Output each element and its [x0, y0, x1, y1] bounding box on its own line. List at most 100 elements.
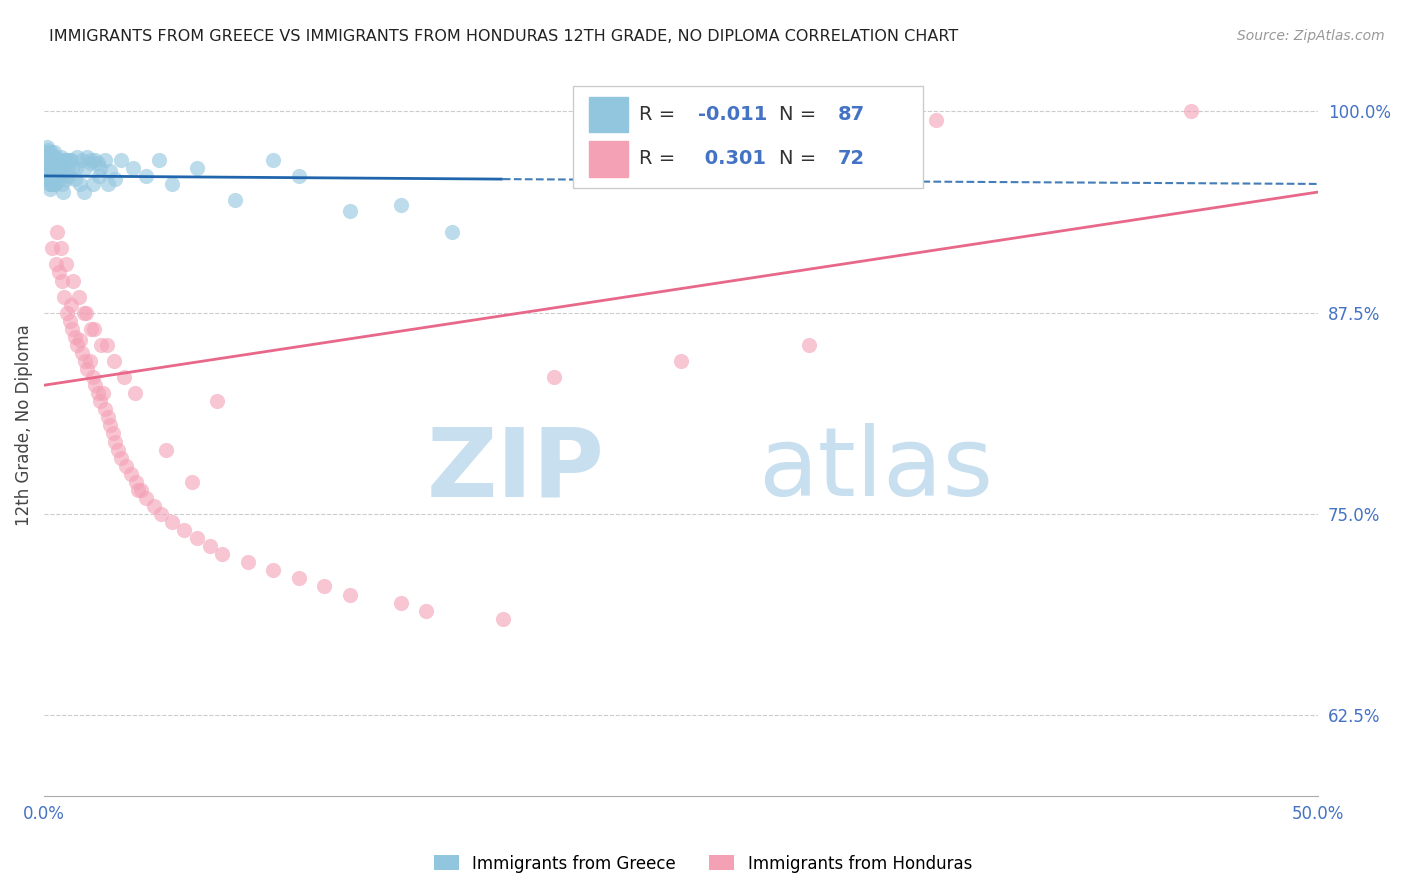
Point	[73, 161, 96, 175]
Point	[55, 257, 77, 271]
Point	[89, 161, 111, 175]
Point	[440, 225, 463, 239]
Point	[236, 555, 259, 569]
Point	[98, 418, 121, 433]
Point	[45, 161, 67, 175]
Text: atlas: atlas	[758, 424, 993, 516]
Point	[49, 150, 72, 164]
Point	[96, 338, 118, 352]
Point	[107, 442, 129, 457]
Point	[66, 338, 89, 352]
Point	[37, 162, 59, 177]
Point	[45, 153, 67, 167]
Point	[52, 185, 75, 199]
Point	[160, 177, 183, 191]
Point	[180, 475, 202, 489]
Point	[207, 394, 229, 409]
Point	[69, 333, 91, 347]
Text: ZIP: ZIP	[427, 424, 605, 516]
Point	[83, 322, 105, 336]
Text: N =: N =	[779, 149, 823, 169]
Point	[56, 306, 79, 320]
Point	[262, 153, 284, 167]
Point	[1180, 104, 1202, 119]
Point	[42, 164, 65, 178]
Bar	[589, 96, 627, 132]
Point	[72, 306, 94, 320]
Point	[173, 523, 195, 537]
Point	[58, 314, 80, 328]
Point	[41, 177, 63, 191]
Point	[39, 164, 62, 178]
Point	[45, 172, 67, 186]
Point	[669, 354, 692, 368]
Point	[44, 150, 66, 164]
Legend: Immigrants from Greece, Immigrants from Honduras: Immigrants from Greece, Immigrants from …	[427, 848, 979, 880]
Point	[37, 143, 59, 157]
Point	[44, 177, 66, 191]
Point	[262, 563, 284, 577]
Point	[35, 140, 58, 154]
Point	[41, 241, 63, 255]
Point	[44, 177, 66, 191]
Point	[53, 290, 76, 304]
Point	[59, 153, 82, 167]
Point	[66, 150, 89, 164]
Point	[38, 177, 60, 191]
Point	[39, 153, 62, 167]
Point	[45, 257, 67, 271]
Point	[925, 112, 948, 127]
Point	[72, 185, 94, 199]
Point	[42, 161, 65, 175]
Point	[148, 153, 170, 167]
Point	[72, 346, 94, 360]
Point	[224, 193, 246, 207]
Point	[60, 322, 83, 336]
Point	[80, 153, 103, 167]
Point	[543, 370, 565, 384]
Point	[38, 150, 60, 164]
Point	[49, 241, 72, 255]
Point	[60, 161, 83, 175]
Point	[104, 434, 127, 449]
Point	[389, 596, 412, 610]
Point	[110, 450, 132, 465]
Point	[122, 161, 145, 175]
Point	[135, 491, 157, 505]
Point	[142, 499, 165, 513]
Point	[37, 161, 59, 175]
Point	[110, 153, 132, 167]
Point	[35, 169, 58, 183]
Text: Source: ZipAtlas.com: Source: ZipAtlas.com	[1237, 29, 1385, 43]
Point	[65, 161, 87, 175]
Point	[492, 612, 515, 626]
Point	[62, 274, 84, 288]
Point	[39, 177, 62, 191]
Point	[46, 153, 69, 167]
Point	[84, 153, 107, 167]
Point	[37, 153, 59, 167]
Point	[63, 330, 86, 344]
Point	[56, 153, 79, 167]
Point	[129, 483, 152, 497]
Text: R =: R =	[640, 149, 682, 169]
Point	[339, 204, 361, 219]
Point	[86, 386, 108, 401]
Point	[155, 442, 177, 457]
Text: 72: 72	[838, 149, 865, 169]
Point	[79, 354, 101, 368]
Point	[87, 169, 110, 183]
Point	[52, 153, 75, 167]
Point	[38, 182, 60, 196]
Point	[94, 153, 117, 167]
Point	[38, 156, 60, 170]
Point	[35, 166, 58, 180]
Y-axis label: 12th Grade, No Diploma: 12th Grade, No Diploma	[15, 325, 32, 526]
Point	[186, 161, 208, 175]
Point	[89, 394, 111, 409]
Point	[127, 483, 149, 497]
Point	[314, 579, 336, 593]
Point	[39, 172, 62, 186]
Point	[75, 306, 97, 320]
Point	[82, 370, 104, 384]
